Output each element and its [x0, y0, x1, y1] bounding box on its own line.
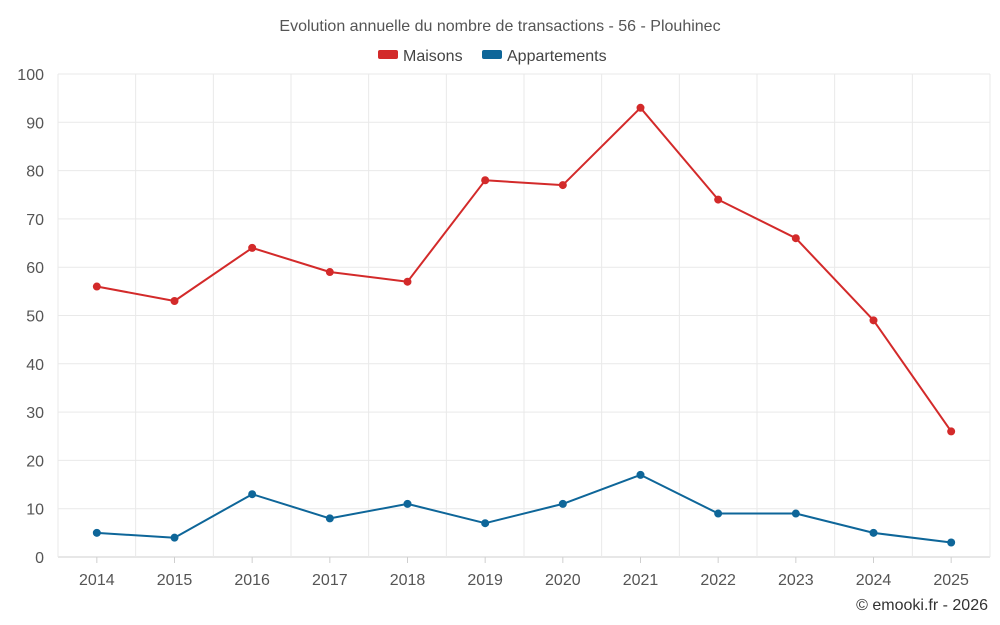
grid: [57, 73, 991, 558]
y-tick-label: 10: [26, 502, 44, 519]
data-point-appartements[interactable]: [92, 528, 101, 537]
series: [92, 103, 956, 547]
data-point-maisons[interactable]: [714, 195, 723, 204]
legend: Maisons Appartements: [378, 48, 607, 65]
x-tick-label: 2015: [157, 572, 193, 589]
y-tick-label: 40: [26, 357, 44, 374]
y-tick-label: 30: [26, 405, 44, 422]
x-tick-label: 2019: [467, 572, 503, 589]
data-point-maisons[interactable]: [325, 268, 334, 277]
legend-swatch-appartements: [482, 50, 502, 59]
y-tick-label: 70: [26, 212, 44, 229]
data-point-appartements[interactable]: [636, 470, 645, 479]
data-point-maisons[interactable]: [403, 277, 412, 286]
x-tick-label: 2017: [312, 572, 348, 589]
data-point-maisons[interactable]: [248, 243, 257, 252]
y-tick-label: 80: [26, 164, 44, 181]
y-tick-label: 60: [26, 260, 44, 277]
legend-label-appartements: Appartements: [507, 48, 607, 65]
data-point-appartements[interactable]: [248, 490, 257, 499]
y-tick-label: 90: [26, 115, 44, 132]
data-point-maisons[interactable]: [869, 316, 878, 325]
y-tick-label: 100: [17, 67, 44, 84]
y-tick-label: 20: [26, 453, 44, 470]
x-tick-label: 2018: [390, 572, 426, 589]
data-point-appartements[interactable]: [869, 528, 878, 537]
y-tick-label: 0: [35, 550, 44, 567]
data-point-appartements[interactable]: [481, 519, 490, 528]
data-point-appartements[interactable]: [558, 499, 567, 508]
series-line-appartements: [96, 473, 952, 544]
credit-text: © emooki.fr - 2026: [856, 597, 988, 614]
x-tick-label: 2021: [623, 572, 659, 589]
data-point-maisons[interactable]: [636, 103, 645, 112]
legend-swatch-maisons: [378, 50, 398, 59]
x-tick-label: 2023: [778, 572, 814, 589]
data-point-maisons[interactable]: [947, 427, 956, 436]
x-tick-label: 2024: [856, 572, 892, 589]
legend-label-maisons: Maisons: [403, 48, 463, 65]
data-point-maisons[interactable]: [791, 234, 800, 243]
series-line-maisons: [96, 106, 953, 432]
x-tick-label: 2022: [700, 572, 736, 589]
data-point-appartements[interactable]: [714, 509, 723, 518]
data-point-appartements[interactable]: [947, 538, 956, 547]
x-tick-label: 2025: [933, 572, 969, 589]
data-point-maisons[interactable]: [92, 282, 101, 291]
data-point-appartements[interactable]: [791, 509, 800, 518]
x-tick-label: 2016: [234, 572, 270, 589]
data-point-appartements[interactable]: [403, 499, 412, 508]
data-point-maisons[interactable]: [170, 297, 179, 306]
data-point-appartements[interactable]: [170, 533, 179, 542]
x-tick-label: 2014: [79, 572, 115, 589]
data-point-maisons[interactable]: [558, 181, 567, 190]
chart-title: Evolution annuelle du nombre de transact…: [279, 18, 720, 35]
axes: 0 10 20 30 40 50 60 70 80 90 100 2014 2015 2016 2017 20…: [17, 67, 969, 589]
data-point-appartements[interactable]: [325, 514, 334, 523]
y-tick-label: 50: [26, 309, 44, 326]
x-tick-label: 2020: [545, 572, 581, 589]
legend-item-maisons[interactable]: Maisons: [378, 48, 463, 65]
legend-item-appartements[interactable]: Appartements: [482, 48, 607, 65]
data-point-maisons[interactable]: [481, 176, 490, 185]
